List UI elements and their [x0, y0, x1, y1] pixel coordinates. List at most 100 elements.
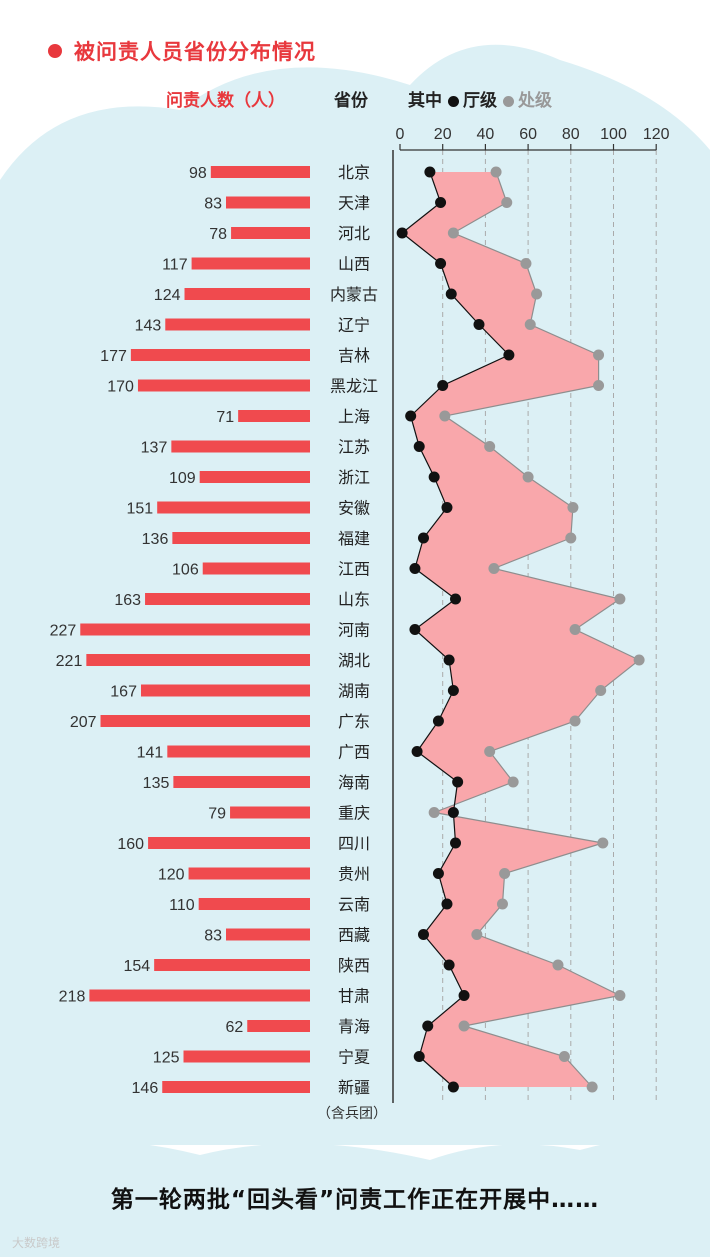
ting-point: [503, 349, 515, 361]
chu-point: [586, 1081, 598, 1093]
bar: [198, 898, 310, 910]
ting-point: [441, 898, 453, 910]
bar-value-label: 167: [110, 684, 137, 701]
bar-value-label: 135: [143, 775, 170, 792]
chu-point: [428, 807, 440, 818]
legend-ting-label: 厅级: [463, 91, 497, 111]
bar: [226, 928, 310, 941]
ting-point: [409, 624, 421, 635]
bar: [154, 959, 310, 971]
chu-point: [569, 624, 581, 635]
ting-point: [428, 471, 440, 483]
province-label: 吉林: [338, 346, 370, 365]
bar: [86, 654, 311, 666]
chu-point: [490, 166, 502, 178]
x-tick-label: 20: [434, 126, 452, 143]
province-label: 黑龙江: [330, 377, 378, 396]
bar: [130, 349, 310, 361]
bar-value-label: 141: [137, 745, 164, 762]
chu-point: [524, 319, 536, 330]
bar-value-label: 170: [107, 379, 134, 396]
ting-point: [413, 441, 425, 452]
bar-value-label: 62: [225, 1019, 243, 1036]
province-label: 云南: [338, 895, 370, 914]
ting-point: [424, 166, 436, 178]
x-tick-label: 60: [519, 126, 537, 143]
bar: [167, 745, 310, 758]
ting-point: [450, 593, 462, 605]
watermark: 大数跨境: [12, 1236, 61, 1250]
province-label: 甘肃: [338, 987, 370, 1006]
province-note: （含兵团）: [317, 1106, 387, 1122]
x-tick-label: 40: [477, 126, 495, 143]
chu-point: [439, 410, 451, 422]
ting-point: [435, 258, 447, 269]
chu-point: [558, 1051, 570, 1062]
province-label: 江西: [338, 560, 370, 579]
province-label: 河南: [338, 621, 370, 640]
province-label: 新疆: [338, 1078, 370, 1097]
bar-value-label: 71: [216, 409, 234, 426]
ting-point: [447, 807, 459, 818]
province-label: 湖南: [338, 682, 370, 701]
background-cloud-bottom: [0, 1138, 710, 1257]
ting-point: [417, 929, 429, 940]
ting-point: [437, 380, 449, 391]
bar-value-label: 137: [141, 440, 168, 457]
ting-point: [411, 746, 423, 757]
bar: [80, 623, 310, 636]
bar-value-label: 221: [56, 653, 83, 670]
bar: [172, 532, 310, 544]
title-bullet-icon: [48, 44, 62, 58]
ting-point: [413, 1051, 425, 1062]
chu-point: [488, 563, 500, 574]
chu-point: [614, 990, 626, 1001]
legend-chu-label: 处级: [518, 91, 552, 111]
province-label: 湖北: [338, 651, 370, 670]
x-tick-label: 120: [643, 126, 670, 143]
bar: [230, 806, 310, 819]
legend: 其中 厅级 处级: [408, 88, 552, 114]
ting-point: [445, 288, 457, 300]
province-label: 天津: [338, 194, 370, 213]
chu-point: [593, 380, 605, 391]
bar-value-label: 98: [189, 165, 207, 182]
chu-point: [501, 197, 513, 208]
bar-value-label: 177: [100, 348, 127, 365]
bar: [100, 715, 311, 727]
bar: [188, 867, 310, 880]
bar-value-label: 160: [117, 836, 144, 853]
chu-point: [614, 593, 626, 605]
province-label: 江苏: [338, 438, 370, 457]
ting-point: [441, 502, 453, 513]
bar: [148, 837, 310, 849]
bar: [173, 776, 310, 788]
x-tick-label: 0: [396, 126, 405, 143]
bar-value-label: 143: [135, 318, 162, 335]
province-label: 陕西: [338, 956, 370, 975]
province-label: 辽宁: [338, 316, 370, 335]
province-label: 广东: [338, 712, 370, 731]
range-area: [402, 172, 640, 1087]
chu-point: [597, 837, 609, 849]
bar: [183, 1050, 310, 1063]
bar-value-label: 110: [169, 897, 195, 914]
ting-point: [409, 563, 421, 574]
bar: [137, 379, 310, 392]
bar: [238, 410, 310, 422]
province-label: 青海: [338, 1017, 370, 1036]
bar-value-label: 146: [132, 1080, 159, 1097]
bar-value-label: 79: [208, 806, 226, 823]
province-label: 重庆: [338, 804, 370, 823]
bar-value-label: 125: [153, 1050, 180, 1067]
chu-point: [595, 685, 607, 696]
bar-value-label: 117: [162, 257, 188, 274]
province-label: 贵州: [338, 865, 370, 884]
legend-ting-dot-icon: [448, 95, 459, 107]
ting-point: [435, 197, 447, 208]
province-label: 四川: [338, 834, 370, 853]
bar: [191, 257, 310, 270]
bar-value-label: 83: [204, 928, 222, 945]
ting-point: [447, 1081, 459, 1093]
